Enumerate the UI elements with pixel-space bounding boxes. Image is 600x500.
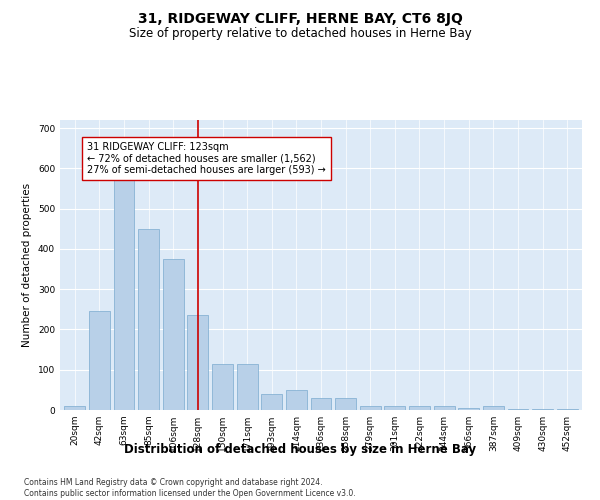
Text: 31 RIDGEWAY CLIFF: 123sqm
← 72% of detached houses are smaller (1,562)
27% of se: 31 RIDGEWAY CLIFF: 123sqm ← 72% of detac…	[87, 142, 326, 176]
Bar	[163, 259, 184, 410]
Y-axis label: Number of detached properties: Number of detached properties	[22, 183, 32, 347]
Bar	[212, 364, 233, 410]
Bar	[385, 406, 406, 410]
Bar	[458, 408, 479, 410]
Bar	[508, 409, 529, 410]
Bar	[64, 406, 85, 410]
Bar	[89, 312, 110, 410]
Bar	[236, 364, 257, 410]
Bar	[360, 406, 381, 410]
Bar	[261, 394, 282, 410]
Bar	[187, 316, 208, 410]
Bar	[409, 406, 430, 410]
Text: Contains HM Land Registry data © Crown copyright and database right 2024.
Contai: Contains HM Land Registry data © Crown c…	[24, 478, 356, 498]
Bar	[138, 229, 159, 410]
Bar	[113, 172, 134, 410]
Bar	[483, 406, 504, 410]
Bar	[286, 390, 307, 410]
Bar	[335, 398, 356, 410]
Text: 31, RIDGEWAY CLIFF, HERNE BAY, CT6 8JQ: 31, RIDGEWAY CLIFF, HERNE BAY, CT6 8JQ	[137, 12, 463, 26]
Bar	[311, 398, 331, 410]
Bar	[532, 409, 553, 410]
Bar	[557, 409, 578, 410]
Text: Distribution of detached houses by size in Herne Bay: Distribution of detached houses by size …	[124, 442, 476, 456]
Bar	[434, 406, 455, 410]
Text: Size of property relative to detached houses in Herne Bay: Size of property relative to detached ho…	[128, 28, 472, 40]
